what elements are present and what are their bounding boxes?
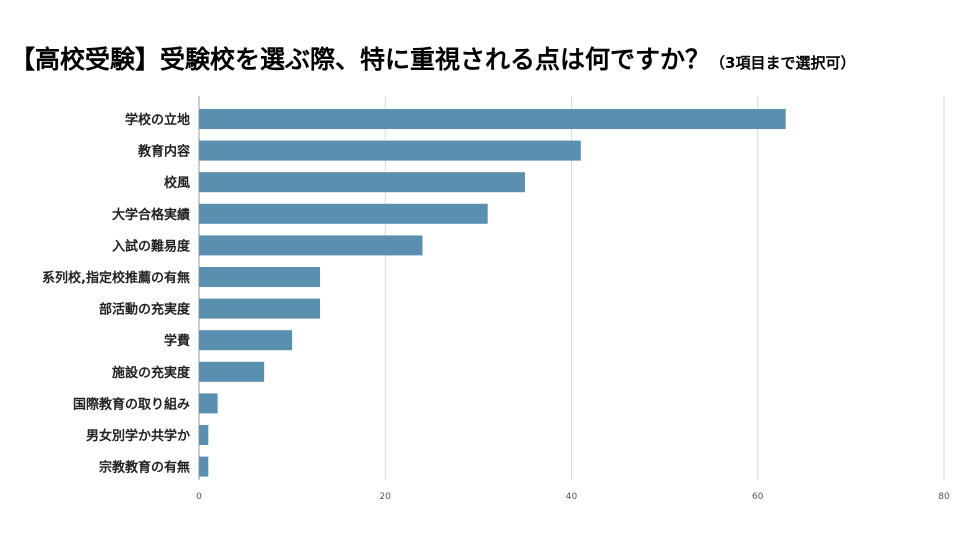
bar (199, 235, 423, 256)
category-label: 学校の立地 (125, 112, 190, 128)
bar (199, 361, 265, 382)
chart-title-sub: （3項目まで選択可） (710, 54, 856, 72)
bar (199, 393, 218, 414)
category-label: 校風 (164, 175, 190, 191)
x-tick-labels: 0 20 40 60 80 (196, 492, 950, 502)
x-tick-label: 0 (196, 492, 202, 502)
chart-title: 【高校受験】受験校を選ぶ際、特に重視される点は何ですか？（3項目まで選択可） (10, 40, 855, 76)
bar (199, 425, 209, 445)
chart-title-main: 【高校受験】受験校を選ぶ際、特に重視される点は何ですか？ (10, 45, 711, 74)
category-label: 教育内容 (137, 144, 190, 160)
x-tick-label: 20 (380, 492, 392, 502)
category-label: 大学合格実績 (112, 207, 190, 223)
x-tick-label: 40 (566, 492, 578, 502)
bar (199, 109, 786, 129)
category-label: 国際教育の取り組み (73, 396, 190, 412)
bar (199, 172, 525, 193)
category-label: 男女別学か共学か (86, 428, 190, 444)
category-label: 学費 (164, 333, 190, 349)
category-label: 入試の難易度 (112, 238, 191, 254)
bar (199, 140, 581, 161)
bar (199, 298, 321, 319)
category-label: 系列校,指定校推薦の有無 (42, 270, 190, 286)
bar (199, 330, 293, 351)
bar (199, 203, 488, 224)
x-tick-label: 60 (752, 492, 764, 502)
category-label: 施設の充実度 (112, 365, 191, 381)
category-labels: 学校の立地教育内容校風大学合格実績入試の難易度系列校,指定校推薦の有無部活動の充… (42, 112, 191, 476)
bar (199, 267, 321, 287)
x-tick-label: 80 (938, 492, 950, 502)
category-label: 部活動の充実度 (99, 302, 191, 318)
category-label: 宗教教育の有無 (99, 460, 190, 476)
bar (199, 456, 209, 477)
chart-bars (199, 109, 786, 477)
